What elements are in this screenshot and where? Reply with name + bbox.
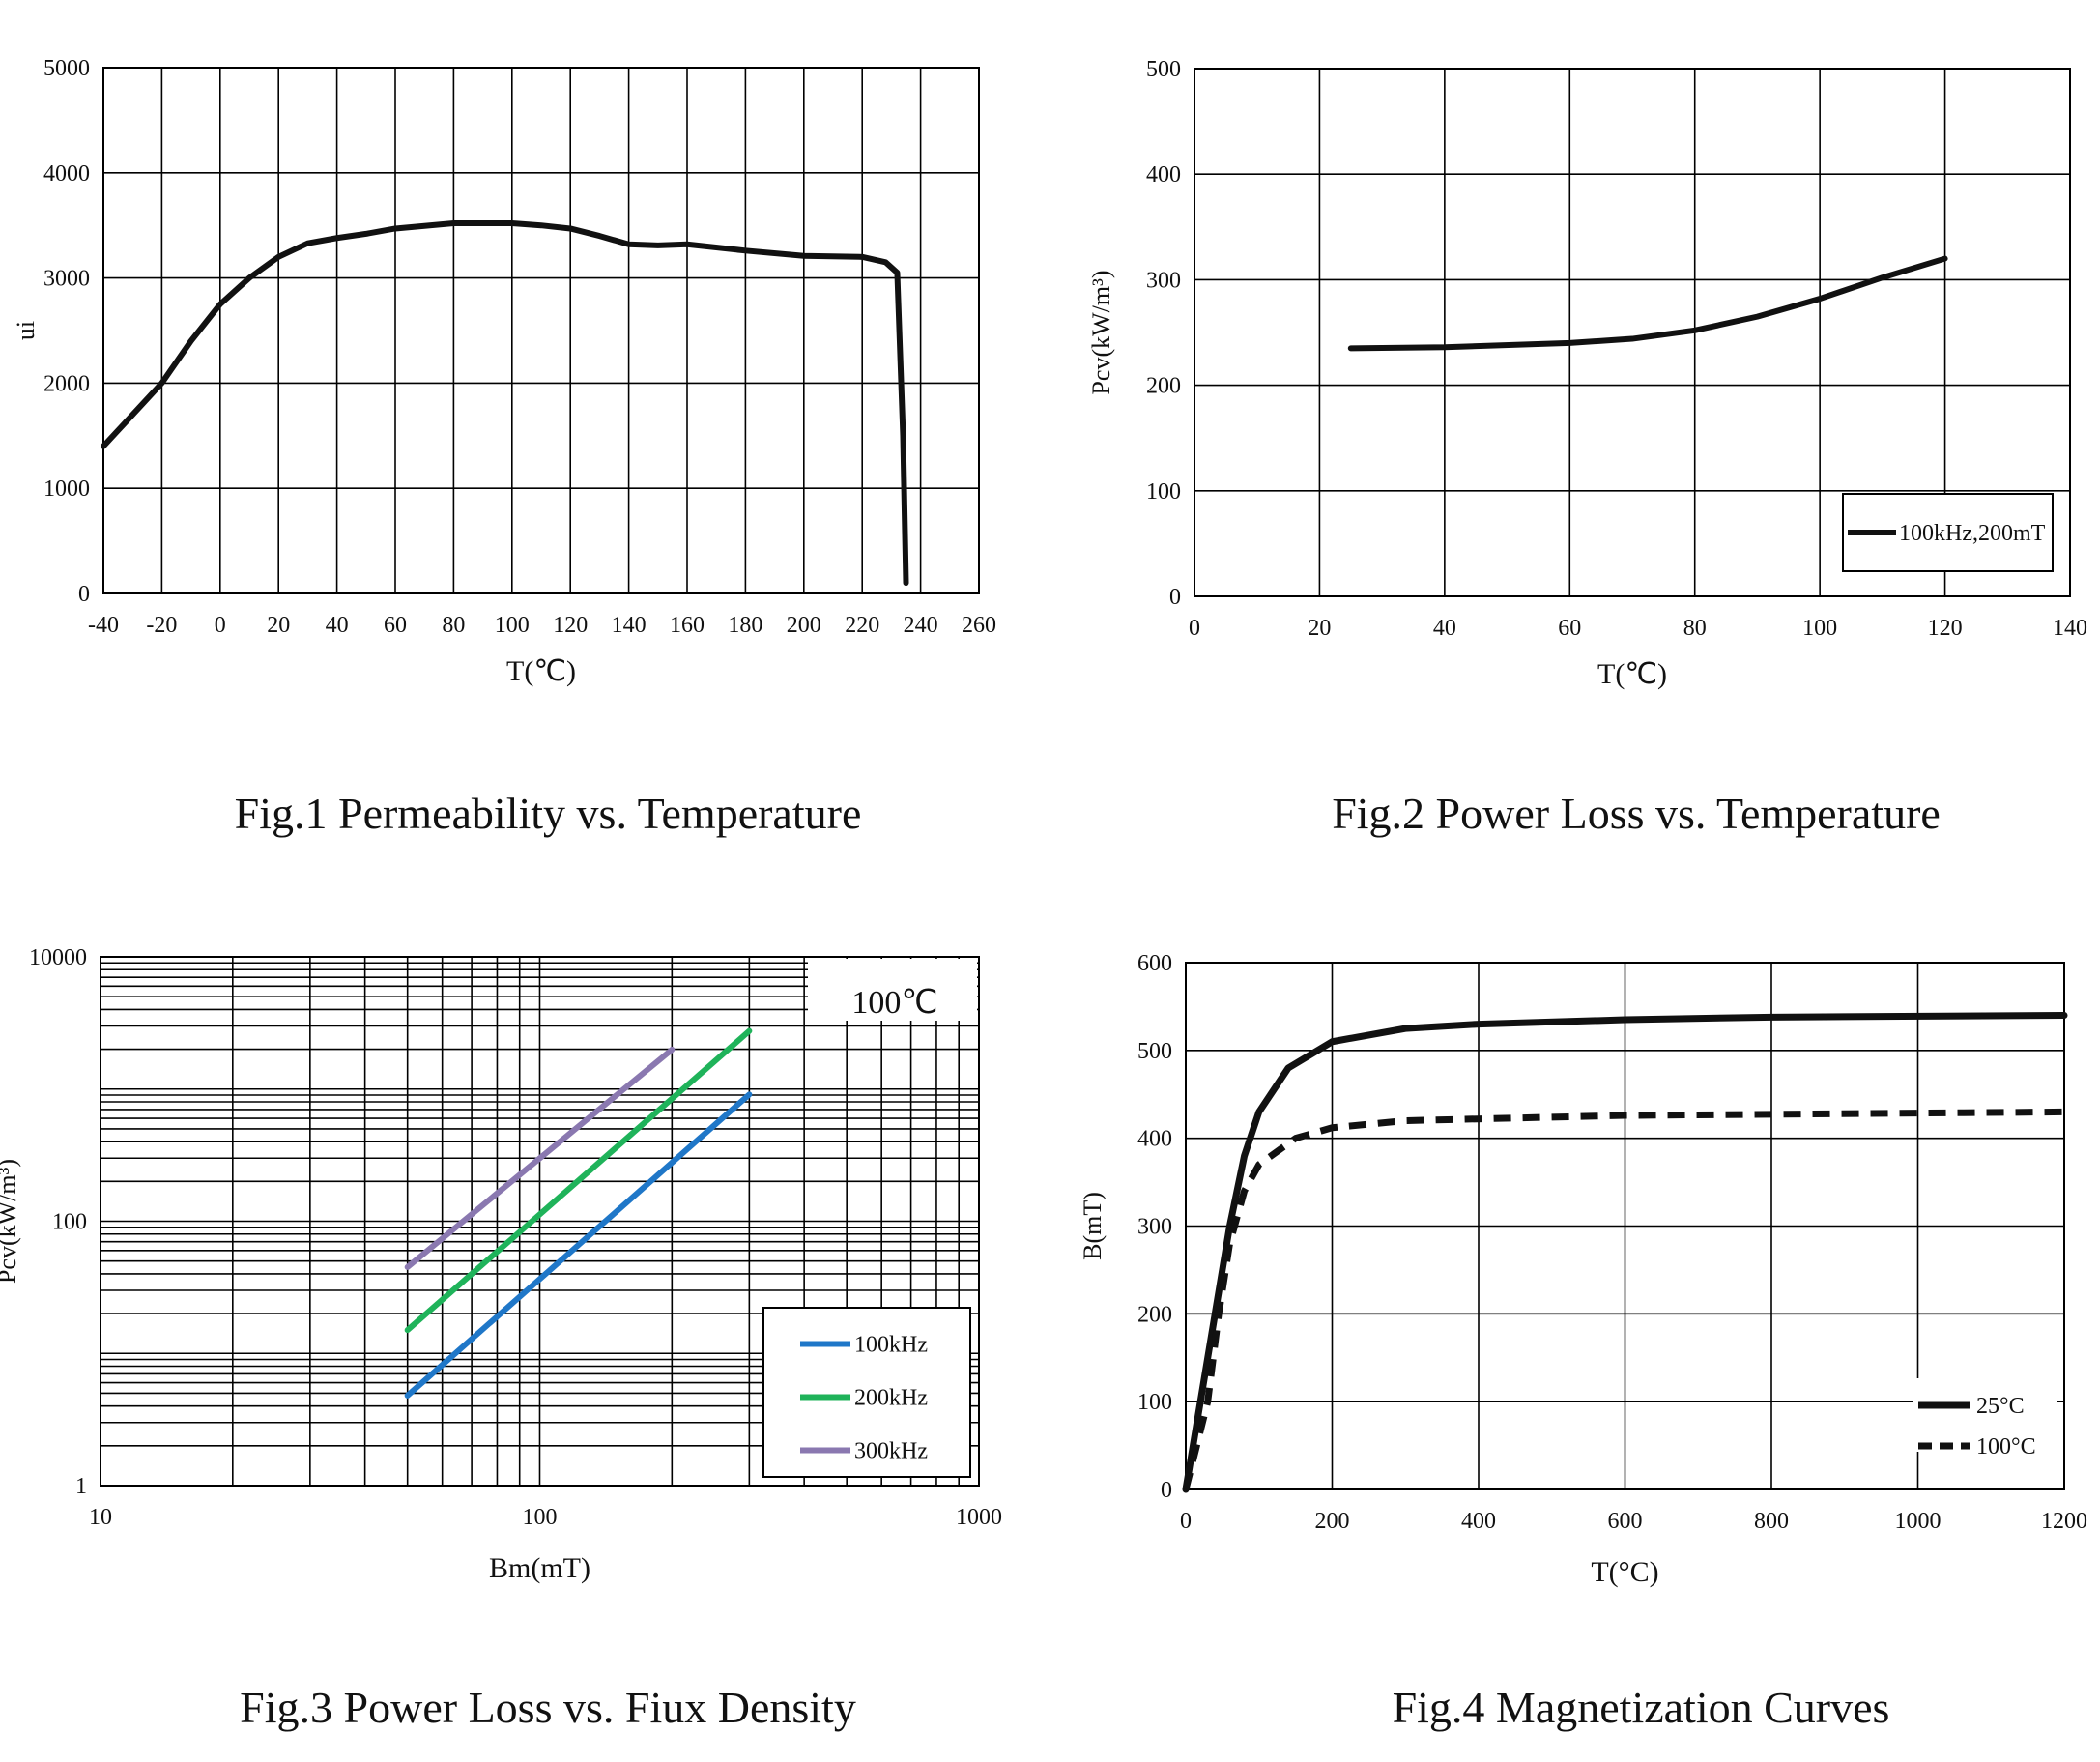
x-tick-label: 800 (1754, 1509, 1789, 1534)
y-tick-label: 0 (1161, 1478, 1172, 1503)
y-tick-label: 0 (78, 582, 90, 607)
x-tick-label: 80 (1683, 616, 1707, 641)
x-tick-label: 60 (1558, 616, 1581, 641)
gridlines (102, 67, 980, 594)
plot-frame (102, 67, 980, 594)
x-tick-label: 0 (215, 613, 226, 638)
x-axis-label: T(°C) (1591, 1556, 1658, 1588)
y-tick-label: 400 (1146, 162, 1181, 188)
legend-label: 100kHz,200mT (1899, 521, 2046, 546)
x-tick-label: 20 (1308, 616, 1331, 641)
series-line-100kHz200mT (1347, 255, 1948, 352)
legend-box (762, 1307, 971, 1478)
x-tick-label: 100 (1802, 616, 1837, 641)
fig2-caption: Fig.2 Power Loss vs. Temperature (1332, 789, 1941, 838)
x-axis-label: T(℃) (506, 655, 576, 687)
x-tick-label: 1000 (1895, 1509, 1942, 1534)
y-tick-label: 4000 (43, 161, 90, 187)
y-axis-label: Pcv(kW/m³) (1087, 270, 1115, 394)
y-tick-label: 100 (1146, 479, 1181, 505)
x-tick-label: 10 (89, 1505, 112, 1530)
y-tick-label: 1000 (43, 477, 90, 502)
fig4-caption: Fig.4 Magnetization Curves (1392, 1683, 1890, 1732)
y-tick-label: 300 (1146, 268, 1181, 293)
legend-label: 25°C (1976, 1394, 2025, 1419)
x-tick-label: 260 (962, 613, 996, 638)
plot-frame (1185, 962, 2065, 1490)
series-line-100C (1182, 1108, 2065, 1490)
series-line-ui (101, 220, 909, 587)
fig3-caption: Fig.3 Power Loss vs. Fiux Density (240, 1683, 856, 1732)
x-tick-label: 400 (1461, 1509, 1496, 1534)
legend-label: 100kHz (854, 1333, 928, 1358)
y-axis-label: Pcv(kW/m³) (0, 1159, 21, 1284)
x-tick-label: 20 (267, 613, 290, 638)
series-line-300kHz (404, 1046, 676, 1270)
x-tick-label: 200 (787, 613, 821, 638)
chart-1: -40 -20 0 20 40 60 80 100 120 140 160 180 200 220 240 2… (12, 56, 996, 687)
y-tick-label: 10000 (29, 945, 87, 970)
x-tick-label: 140 (2053, 616, 2087, 641)
x-tick-label: 240 (904, 613, 938, 638)
x-tick-label: 100 (523, 1505, 558, 1530)
y-tick-label: 400 (1137, 1127, 1172, 1152)
legend: 100kHz,200mT (1842, 493, 2054, 572)
x-tick-label: 160 (670, 613, 705, 638)
x-tick-label: 40 (326, 613, 349, 638)
legend-label: 200kHz (854, 1386, 928, 1411)
legend-label: 300kHz (854, 1439, 928, 1464)
y-tick-label: 1 (75, 1474, 87, 1499)
y-tick-label: 200 (1146, 374, 1181, 399)
x-tick-label: 600 (1608, 1509, 1643, 1534)
series-line-25C (1182, 1012, 2068, 1493)
y-tick-label: 100 (1137, 1390, 1172, 1415)
x-tick-label: 180 (728, 613, 762, 638)
x-tick-label: 40 (1433, 616, 1456, 641)
y-tick-label: 100 (52, 1210, 87, 1235)
series-line-200kHz (404, 1027, 753, 1334)
y-tick-label: 5000 (43, 56, 90, 81)
chart-4: 0 200 400 600 800 1000 1200 0 100 200 300 400 500 600… (1079, 951, 2087, 1588)
y-tick-label: 600 (1137, 951, 1172, 976)
x-tick-label: -40 (88, 613, 119, 638)
y-tick-label: 2000 (43, 371, 90, 396)
x-tick-label: 120 (1928, 616, 1963, 641)
x-tick-label: 80 (442, 613, 465, 638)
y-tick-label: 200 (1137, 1302, 1172, 1327)
y-tick-label: 300 (1137, 1215, 1172, 1240)
y-tick-label: 3000 (43, 267, 90, 292)
legend: 25°C 100°C (1913, 1378, 2057, 1459)
y-axis-label: ui (12, 321, 40, 340)
annotation-bg (808, 959, 977, 1021)
x-axis-label: T(℃) (1597, 658, 1667, 690)
y-axis-label: B(mT) (1079, 1192, 1107, 1260)
gridlines (100, 956, 980, 1487)
y-tick-label: 0 (1169, 585, 1181, 610)
x-tick-label: 0 (1180, 1509, 1192, 1534)
x-tick-label: -20 (146, 613, 177, 638)
x-tick-label: 140 (612, 613, 647, 638)
x-tick-label: 0 (1189, 616, 1200, 641)
y-tick-label: 500 (1146, 57, 1181, 82)
legend: 100kHz 200kHz 300kHz (762, 1307, 971, 1478)
x-tick-label: 220 (845, 613, 879, 638)
x-tick-label: 120 (553, 613, 588, 638)
x-axis-label: Bm(mT) (489, 1552, 590, 1584)
fig1-caption: Fig.1 Permeability vs. Temperature (234, 789, 862, 838)
y-tick-label: 500 (1137, 1039, 1172, 1064)
x-tick-label: 60 (384, 613, 407, 638)
series-line-100kHz (404, 1091, 753, 1399)
temperature-annotation: 100℃ (851, 985, 937, 1021)
chart-2: 0 20 40 60 80 100 120 140 0 100 200 300 400 500 T(℃) Pc… (1087, 57, 2087, 690)
x-tick-label: 1000 (956, 1505, 1002, 1530)
x-tick-label: 200 (1315, 1509, 1350, 1534)
plot-frame (100, 956, 980, 1487)
legend-label: 100°C (1976, 1434, 2036, 1459)
x-tick-label: 100 (495, 613, 530, 638)
legend-bg (1913, 1378, 2057, 1452)
plot-frame (1194, 68, 2071, 597)
x-tick-label: 1200 (2041, 1509, 2087, 1534)
chart-3: 10 100 1000 1 100 10000 Bm(mT) Pcv(kW/m³) 100℃ 10… (0, 945, 1002, 1584)
